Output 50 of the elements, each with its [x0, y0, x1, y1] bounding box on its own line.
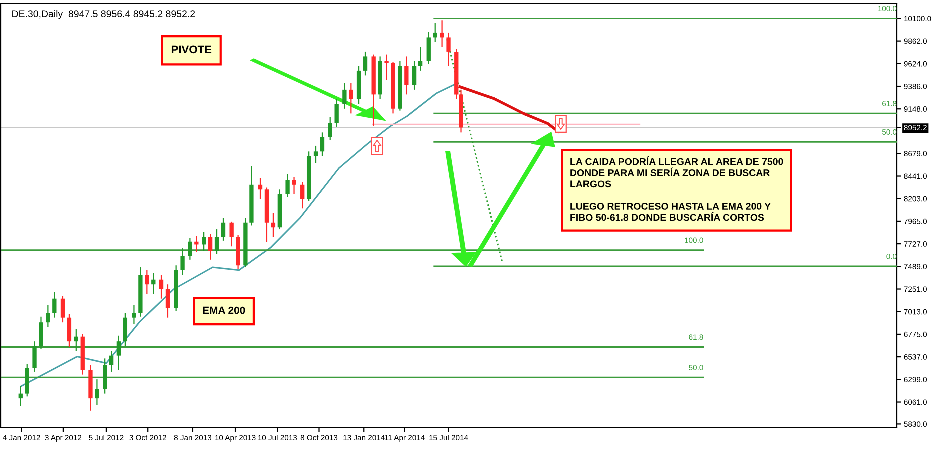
candlestick — [46, 304, 50, 328]
candlestick — [300, 181, 305, 210]
candlestick — [67, 313, 72, 348]
candlestick — [208, 234, 213, 260]
candlestick — [363, 51, 368, 76]
candlestick — [102, 358, 108, 394]
candlestick — [418, 46, 423, 72]
annotation: EMA 200 — [203, 306, 246, 314]
candlestick — [440, 20, 444, 48]
annotation: PIVOTE — [172, 46, 212, 54]
candlestick — [32, 341, 37, 373]
text: LA CAIDA PODRÍA LLEGAR AL AREA DE 7500 DONDE PARA MI SERÍA ZONA DE BUSCAR LARGOS LUEGO RETROCESO HASTA LA EMA 200 Y FIBO 50-61.8 DONDE BUSCARÍA CORTOS — [570, 156, 784, 222]
candlestick — [426, 31, 431, 65]
line-series — [21, 83, 456, 387]
candlestick — [74, 328, 78, 352]
candlestick — [221, 218, 226, 242]
candlestick — [202, 232, 206, 252]
candlestick — [116, 335, 122, 371]
candlestick — [334, 98, 339, 128]
candlestick — [286, 174, 290, 198]
text: DE.30,Daily 8947.5 8956.4 8945.2 8952.2 — [12, 10, 196, 20]
candlestick — [152, 272, 156, 295]
candlestick — [123, 312, 128, 347]
candlestick — [39, 316, 44, 350]
candlestick — [446, 32, 451, 67]
candlestick — [433, 22, 438, 44]
candlestick — [342, 82, 347, 110]
candlestick — [159, 274, 164, 300]
candlestick — [404, 56, 409, 96]
candlestick — [320, 132, 325, 157]
candlestick — [292, 176, 296, 195]
candlestick — [314, 145, 318, 164]
candlestick — [230, 221, 234, 248]
candlestick — [132, 304, 136, 326]
candlestick — [180, 248, 185, 276]
candlestick — [166, 284, 170, 318]
candlestick — [349, 82, 354, 114]
candlestick — [145, 270, 150, 295]
candlestick — [109, 350, 114, 373]
candlestick — [188, 238, 192, 260]
candlestick — [258, 178, 263, 200]
candlestick — [18, 386, 23, 407]
candlestick — [384, 54, 389, 81]
candlestick — [214, 228, 220, 255]
candlestick — [60, 295, 66, 324]
candlestick — [412, 60, 417, 90]
candlestick — [328, 116, 332, 141]
candlestick — [271, 212, 276, 238]
candlestick — [95, 379, 100, 406]
candlestick — [52, 292, 57, 318]
